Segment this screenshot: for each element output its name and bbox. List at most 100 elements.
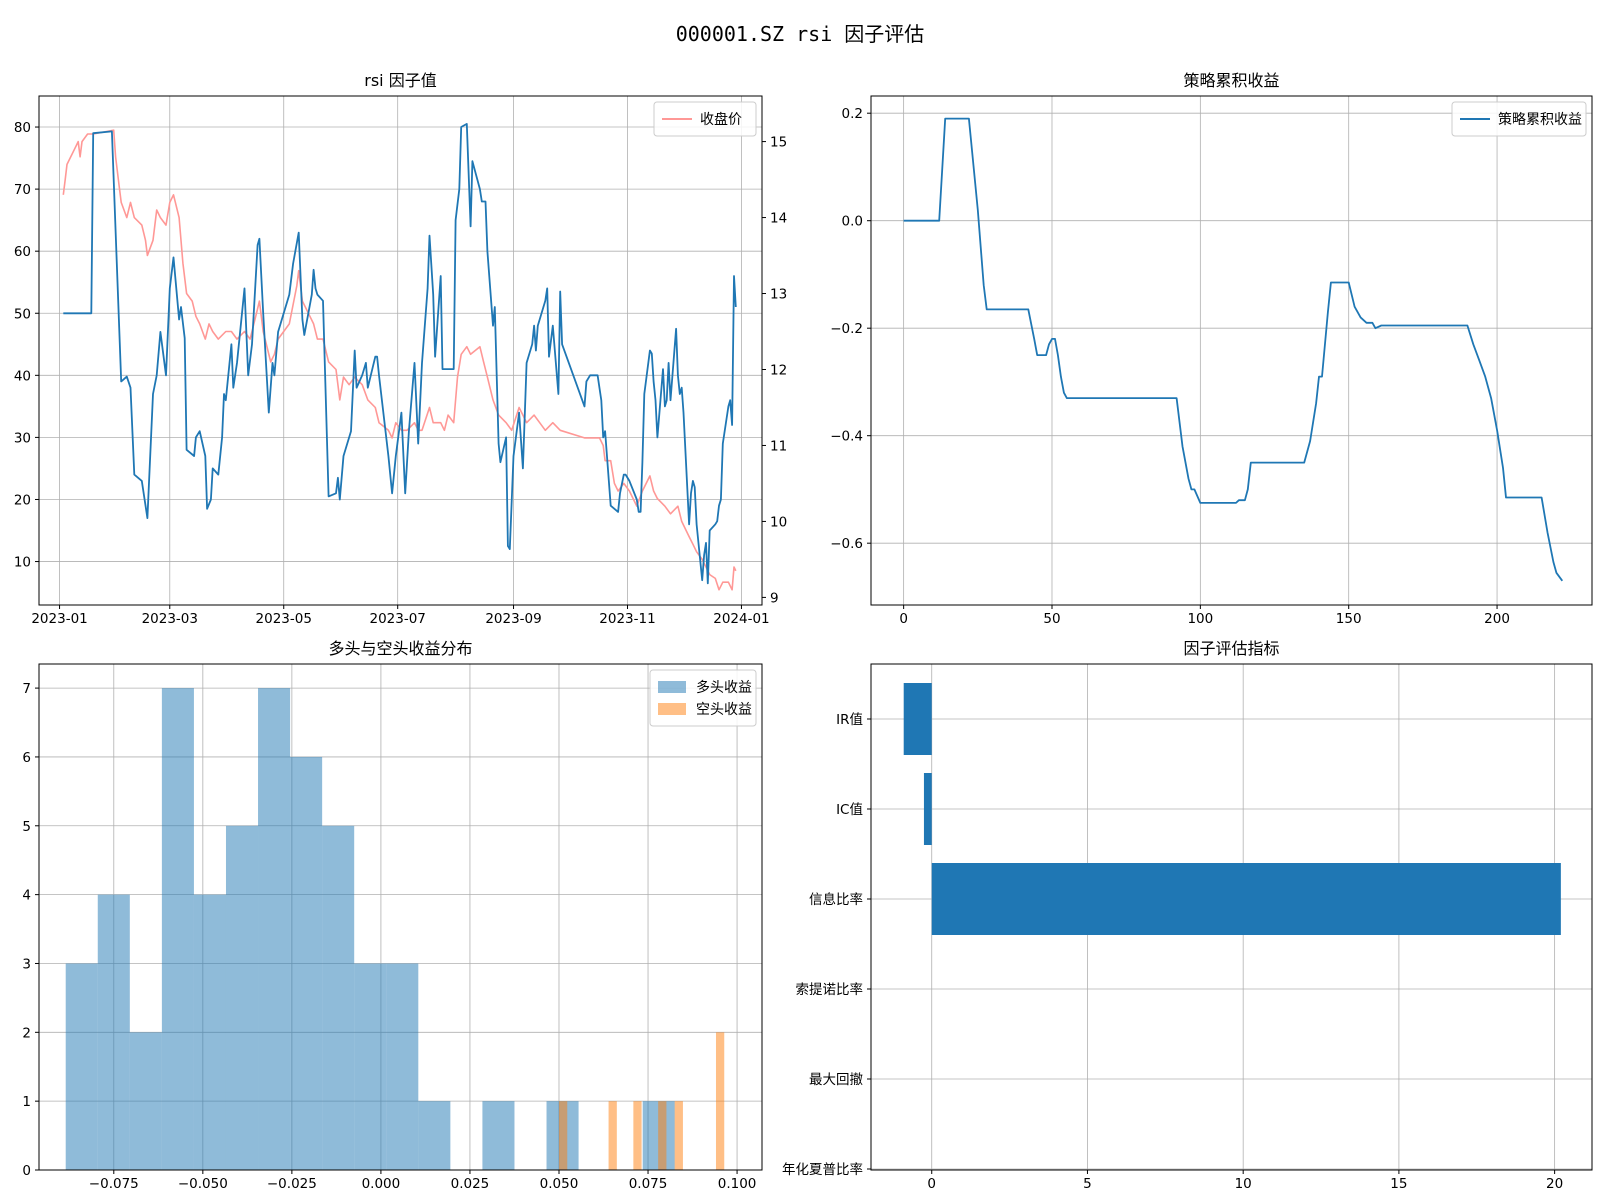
y2-tick-label: 12 [770, 362, 787, 378]
short-return-bar [715, 1032, 725, 1170]
y-tick-label: −0.4 [830, 429, 863, 445]
plot-frame [38, 95, 763, 606]
long-return-bar [482, 1101, 515, 1170]
x-tick-label: 200 [1484, 611, 1510, 627]
y-tick-label: 5 [22, 819, 31, 835]
legend-box [1451, 101, 1587, 137]
grid-lines [871, 664, 1592, 1170]
y-tick-label: 2 [22, 1025, 31, 1041]
x-tick-label: −0.050 [178, 1176, 228, 1192]
long-return-bar [418, 1101, 451, 1170]
y2-tick-label: 11 [770, 438, 787, 454]
long-return-bar [322, 825, 355, 1170]
long-return-bar [161, 688, 194, 1170]
subplot-factor-metrics: 0 5 10 15 20 年化夏普比率 最大回撤 索提诺比率 信息比率 IC值 IR值 因子评估指标 [782, 639, 1593, 1192]
y-tick-label: 80 [14, 120, 31, 136]
legend: 收盘价 [653, 101, 757, 137]
rsi-factor-line [63, 123, 737, 585]
y-tick-label: 最大回撤 [809, 1072, 863, 1088]
long-return-bar [386, 963, 419, 1170]
subplot-title: rsi 因子值 [364, 71, 436, 90]
axis-ticks: 0 5 10 15 20 年化夏普比率 最大回撤 索提诺比率 信息比率 IC值 IR值 [782, 712, 1563, 1192]
x-tick-label: 10 [1235, 1176, 1252, 1192]
axis-ticks: −0.075 −0.050 −0.025 0.000 0.025 0.050 0.075 0.… [22, 681, 756, 1192]
legend-swatch [658, 703, 686, 715]
y-tick-label: 索提诺比率 [796, 981, 864, 998]
y-tick-label: 60 [14, 244, 31, 260]
y-tick-label: 0 [22, 1163, 31, 1179]
long-return-bar [290, 756, 323, 1170]
y-tick-label: −0.6 [830, 536, 863, 552]
y-tick-label: IR值 [836, 712, 863, 728]
plot-frame [870, 663, 1593, 1171]
grid-lines [39, 96, 762, 605]
long-return-bar [129, 1032, 162, 1170]
subplot-rsi-factor: 2023-01 2023-03 2023-05 2023-07 2023-09 2023-… [14, 71, 787, 627]
legend-box [653, 101, 757, 137]
metric-bar [923, 773, 932, 845]
x-tick-label: 2023-05 [256, 611, 312, 627]
y-tick-label: 40 [14, 368, 31, 384]
x-tick-label: 50 [1043, 611, 1060, 627]
subplot-title: 多头与空头收益分布 [328, 639, 472, 658]
y-tick-label: 10 [14, 555, 31, 571]
x-tick-label: −0.025 [267, 1176, 317, 1192]
legend-label: 空头收益 [696, 702, 752, 718]
x-tick-label: 15 [1390, 1176, 1407, 1192]
y-tick-label: 信息比率 [809, 891, 863, 908]
x-tick-label: 0.050 [540, 1176, 579, 1192]
y-tick-label: −0.2 [830, 321, 863, 337]
y-tick-label: 70 [14, 182, 31, 198]
y2-tick-label: 13 [770, 287, 787, 303]
metric-bar [931, 863, 1561, 935]
legend-swatch [658, 681, 686, 693]
subplot-return-distribution: −0.075 −0.050 −0.025 0.000 0.025 0.050 0.075 0.… [22, 639, 763, 1192]
subplot-title: 策略累积收益 [1183, 71, 1279, 90]
y-tick-label: 20 [14, 492, 31, 508]
long-return-bar [225, 825, 259, 1170]
plot-marks [65, 688, 725, 1170]
plot-frame [38, 663, 763, 1171]
x-tick-label: 2023-01 [31, 611, 87, 627]
legend-label: 收盘价 [700, 111, 742, 128]
x-tick-label: 2023-03 [142, 611, 198, 627]
subplot-cumulative-return: 0 50 100 150 200 −0.6 −0.4 −0.2 0.0 0.2 策略累积收益 策略… [830, 71, 1593, 627]
y-tick-label: 50 [14, 306, 31, 322]
y-tick-label: 30 [14, 430, 31, 446]
legend-label: 策略累积收益 [1498, 111, 1582, 128]
y-tick-label: 年化夏普比率 [782, 1161, 863, 1178]
y2-tick-label: 15 [770, 135, 787, 151]
y-tick-label: 3 [22, 956, 31, 972]
x-tick-label: 0.100 [718, 1176, 757, 1192]
y-tick-label: 4 [22, 888, 31, 904]
x-tick-label: 5 [1083, 1176, 1092, 1192]
short-return-bar [558, 1101, 568, 1170]
long-return-bar [258, 688, 291, 1170]
y2-tick-label: 14 [770, 211, 787, 227]
cumulative-return-line [903, 117, 1564, 582]
plot-marks [903, 683, 1561, 935]
legend-label: 多头收益 [696, 679, 752, 696]
x-tick-label: 2024-01 [713, 611, 769, 627]
x-tick-label: 2023-11 [599, 611, 655, 627]
y-tick-label: 6 [22, 750, 31, 766]
close-price-line [62, 129, 737, 591]
y-tick-label: 1 [22, 1094, 31, 1110]
x-tick-label: 0 [927, 1176, 936, 1192]
y2-tick-label: 10 [770, 514, 787, 530]
x-tick-label: 0.025 [451, 1176, 490, 1192]
plot-marks [903, 117, 1564, 582]
metric-bar [903, 683, 932, 755]
x-tick-label: 100 [1187, 611, 1213, 627]
x-tick-label: 2023-09 [485, 611, 541, 627]
short-return-bar [633, 1101, 642, 1170]
x-tick-label: 150 [1336, 611, 1362, 627]
figure-title: 000001.SZ rsi 因子评估 [675, 22, 925, 46]
short-return-bar [674, 1101, 683, 1170]
long-return-bar [97, 894, 130, 1170]
grid-lines [871, 96, 1592, 605]
subplot-title: 因子评估指标 [1183, 639, 1279, 658]
x-tick-label: 0 [899, 611, 908, 627]
